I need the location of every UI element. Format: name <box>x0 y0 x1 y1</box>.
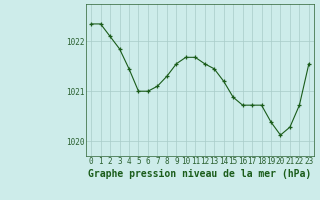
X-axis label: Graphe pression niveau de la mer (hPa): Graphe pression niveau de la mer (hPa) <box>88 169 312 179</box>
